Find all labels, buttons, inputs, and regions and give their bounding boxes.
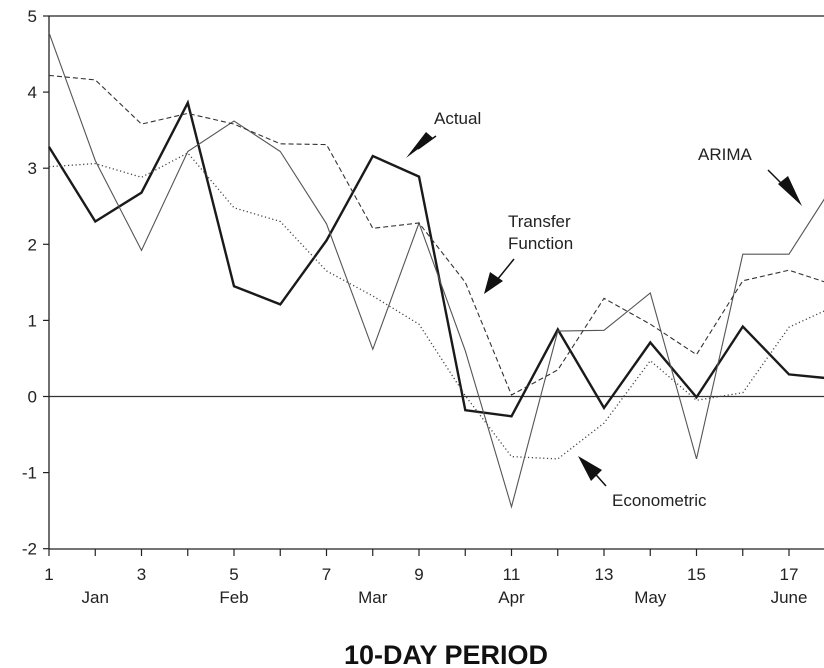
y-tick-label: 5: [28, 7, 37, 26]
y-tick-label: 3: [28, 159, 37, 178]
annotation-actual: Actual: [434, 109, 481, 128]
x-tick-label: 5: [229, 565, 238, 584]
month-label: May: [634, 588, 667, 607]
y-tick-label: 2: [28, 235, 37, 254]
y-axis-ticks: 5 4 3 2 1 0 -1 -2: [22, 7, 49, 559]
annotation-econometric: Econometric: [612, 491, 707, 510]
month-label: Mar: [358, 588, 388, 607]
month-labels: Jan Feb Mar Apr May June: [82, 588, 808, 607]
arrow-transfer-shaft: [496, 258, 515, 281]
series-lines: [47, 32, 824, 509]
month-label: June: [771, 588, 808, 607]
annotation-function: Function: [508, 234, 573, 253]
arrow-arima: [778, 176, 802, 206]
x-tick-label: 1: [44, 565, 53, 584]
arrow-transfer: [484, 272, 503, 294]
x-tick-label: 9: [414, 565, 423, 584]
arrow-econometric: [578, 456, 602, 481]
x-tick-label: 13: [595, 565, 614, 584]
y-tick-label: 0: [28, 388, 37, 407]
x-tick-label: 17: [780, 565, 799, 584]
x-tick-label: 11: [503, 565, 521, 584]
month-label: Feb: [219, 588, 248, 607]
plot-frame: [48, 15, 824, 550]
annotation-transfer: Transfer: [508, 212, 571, 231]
x-tick-label: 3: [137, 565, 146, 584]
arrow-actual-shaft: [417, 135, 437, 150]
y-tick-label: -1: [22, 464, 37, 483]
y-tick-label: 1: [28, 311, 37, 330]
annotations: Actual ARIMA Transfer Function Econometr…: [406, 109, 802, 510]
month-label: Jan: [82, 588, 109, 607]
y-tick-label: -2: [22, 540, 37, 559]
month-label: Apr: [498, 588, 525, 607]
arrow-actual: [406, 132, 433, 158]
x-axis-ticks: 1 3 5 7 9 11 13 15 17: [44, 549, 799, 584]
x-axis-title: 10-DAY PERIOD: [344, 640, 548, 668]
series-line-transfer-function: [48, 74, 824, 396]
x-tick-label: 15: [687, 565, 706, 584]
series-line-arima: [48, 32, 824, 509]
annotation-arima: ARIMA: [698, 145, 753, 164]
series-line-actual: [47, 99, 824, 418]
y-tick-label: 4: [28, 83, 37, 102]
x-tick-label: 7: [322, 565, 331, 584]
